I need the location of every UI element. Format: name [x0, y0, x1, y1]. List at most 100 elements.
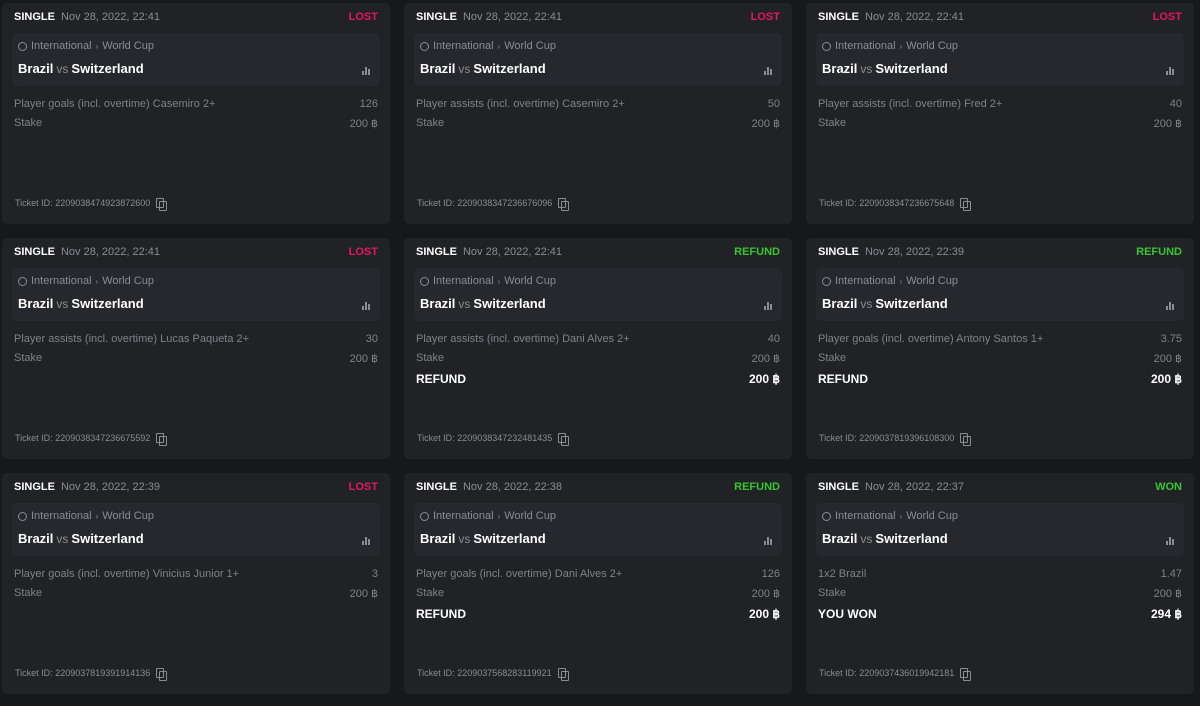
match-teams: Brazil vs Switzerland	[822, 296, 1178, 311]
stake-label: Stake	[818, 117, 847, 129]
league-name: International	[835, 275, 896, 287]
bet-date: Nov 28, 2022, 22:37	[864, 481, 965, 493]
bet-ticket-card[interactable]: SINGLE Nov 28, 2022, 22:37 WON Internati…	[806, 473, 1194, 694]
event-box[interactable]: International › World Cup Brazil vs Switze…	[414, 503, 782, 556]
vs-label: vs	[56, 532, 69, 546]
match-teams: Brazil vs Switzerland	[18, 61, 374, 76]
tournament-name: World Cup	[102, 510, 154, 522]
stake-label: Stake	[818, 352, 847, 364]
ticket-id-value: 2209037819391914136	[55, 668, 151, 678]
stats-icon[interactable]	[362, 537, 370, 545]
selection-label: Player assists (incl. overtime) Fred 2+	[818, 98, 1003, 110]
bet-ticket-card[interactable]: SINGLE Nov 28, 2022, 22:41 LOST Internat…	[2, 238, 390, 459]
ticket-id-row: Ticket ID: 2209038347236675592	[15, 433, 168, 446]
home-team: Brazil	[420, 296, 456, 311]
ticket-id-label: Ticket ID:	[819, 198, 857, 208]
tournament-name: World Cup	[906, 510, 958, 522]
stats-icon[interactable]	[362, 302, 370, 310]
ticket-id-value: 2209037436019942181	[859, 668, 955, 678]
league-breadcrumb: International › World Cup	[420, 503, 776, 522]
stake-label: Stake	[14, 352, 43, 364]
league-breadcrumb: International › World Cup	[822, 503, 1178, 522]
event-box[interactable]: International › World Cup Brazil vs Switze…	[414, 33, 782, 86]
breadcrumb-separator: ›	[497, 41, 501, 51]
league-breadcrumb: International › World Cup	[18, 268, 374, 287]
ticket-id-label: Ticket ID:	[15, 198, 53, 208]
league-breadcrumb: International › World Cup	[18, 33, 374, 52]
soccer-ball-icon	[18, 511, 27, 521]
bet-ticket-card[interactable]: SINGLE Nov 28, 2022, 22:39 REFUND Intern…	[806, 238, 1194, 459]
selection-row: Player assists (incl. overtime) Casemiro…	[416, 98, 780, 110]
bet-ticket-card[interactable]: SINGLE Nov 28, 2022, 22:41 LOST Internat…	[2, 3, 390, 224]
stake-label: Stake	[416, 587, 445, 599]
ticket-header: SINGLE Nov 28, 2022, 22:41 LOST	[818, 3, 1182, 30]
stats-icon[interactable]	[764, 302, 772, 310]
copy-icon[interactable]	[960, 668, 972, 681]
copy-icon[interactable]	[557, 668, 569, 681]
stake-row: Stake 200 ฿	[416, 587, 780, 600]
stats-icon[interactable]	[1166, 302, 1174, 310]
stake-value: 200 ฿	[751, 353, 780, 365]
event-box[interactable]: International › World Cup Brazil vs Switze…	[816, 33, 1184, 86]
league-name: International	[835, 510, 896, 522]
odds-value: 3	[371, 568, 378, 580]
bet-type: SINGLE	[14, 481, 55, 493]
bet-history-grid: SINGLE Nov 28, 2022, 22:41 LOST Internat…	[2, 3, 1194, 694]
ticket-id-value: 2209037568283119921	[457, 668, 552, 678]
copy-icon[interactable]	[960, 198, 972, 211]
league-name: International	[31, 510, 92, 522]
selection-row: Player goals (incl. overtime) Antony San…	[818, 333, 1182, 345]
selection-row: Player assists (incl. overtime) Lucas Pa…	[14, 333, 378, 345]
ticket-id-label: Ticket ID:	[417, 198, 455, 208]
bet-ticket-card[interactable]: SINGLE Nov 28, 2022, 22:41 LOST Internat…	[806, 3, 1194, 224]
bet-date: Nov 28, 2022, 22:41	[60, 246, 161, 258]
stats-icon[interactable]	[764, 67, 772, 75]
league-breadcrumb: International › World Cup	[822, 268, 1178, 287]
bet-ticket-card[interactable]: SINGLE Nov 28, 2022, 22:38 REFUND Intern…	[404, 473, 792, 694]
stats-icon[interactable]	[362, 67, 370, 75]
result-label: REFUND	[416, 372, 466, 386]
event-box[interactable]: International › World Cup Brazil vs Switze…	[12, 503, 380, 556]
vs-label: vs	[860, 62, 873, 76]
status-badge: REFUND	[734, 246, 780, 258]
ticket-id-value: 2209038347236676096	[457, 198, 553, 208]
stake-row: Stake 200 ฿	[416, 352, 780, 365]
event-box[interactable]: International › World Cup Brazil vs Switze…	[12, 268, 380, 321]
stats-icon[interactable]	[764, 537, 772, 545]
stats-icon[interactable]	[1166, 67, 1174, 75]
ticket-id-row: Ticket ID: 2209037819391914136	[15, 668, 168, 681]
result-row: YOU WON 294 ฿	[818, 607, 1182, 621]
stake-row: Stake 200 ฿	[14, 352, 378, 365]
copy-icon[interactable]	[558, 198, 570, 211]
event-box[interactable]: International › World Cup Brazil vs Switze…	[12, 33, 380, 86]
ticket-header: SINGLE Nov 28, 2022, 22:38 REFUND	[416, 473, 780, 500]
stake-value: 200 ฿	[1153, 353, 1182, 365]
event-box[interactable]: International › World Cup Brazil vs Switze…	[816, 268, 1184, 321]
ticket-id-value: 2209038347232481435	[457, 433, 553, 443]
league-name: International	[835, 40, 896, 52]
stats-icon[interactable]	[1166, 537, 1174, 545]
ticket-id-value: 2209038347236675648	[859, 198, 955, 208]
selection-label: 1x2 Brazil	[818, 568, 867, 580]
tournament-name: World Cup	[906, 40, 958, 52]
vs-label: vs	[56, 297, 69, 311]
event-box[interactable]: International › World Cup Brazil vs Switze…	[816, 503, 1184, 556]
copy-icon[interactable]	[558, 433, 570, 446]
bet-ticket-card[interactable]: SINGLE Nov 28, 2022, 22:41 REFUND Intern…	[404, 238, 792, 459]
ticket-id-text: Ticket ID: 2209037436019942181	[819, 668, 954, 678]
vs-label: vs	[458, 62, 471, 76]
soccer-ball-icon	[18, 41, 27, 51]
status-badge: REFUND	[1136, 246, 1182, 258]
result-label: YOU WON	[818, 607, 877, 621]
bet-ticket-card[interactable]: SINGLE Nov 28, 2022, 22:41 LOST Internat…	[404, 3, 792, 224]
bet-ticket-card[interactable]: SINGLE Nov 28, 2022, 22:39 LOST Internat…	[2, 473, 390, 694]
copy-icon[interactable]	[960, 433, 972, 446]
copy-icon[interactable]	[156, 433, 168, 446]
copy-icon[interactable]	[156, 198, 168, 211]
copy-icon[interactable]	[156, 668, 168, 681]
status-badge: LOST	[750, 11, 780, 23]
ticket-id-label: Ticket ID:	[417, 668, 455, 678]
ticket-header: SINGLE Nov 28, 2022, 22:41 LOST	[14, 238, 378, 265]
odds-value: 126	[359, 98, 378, 110]
event-box[interactable]: International › World Cup Brazil vs Switze…	[414, 268, 782, 321]
